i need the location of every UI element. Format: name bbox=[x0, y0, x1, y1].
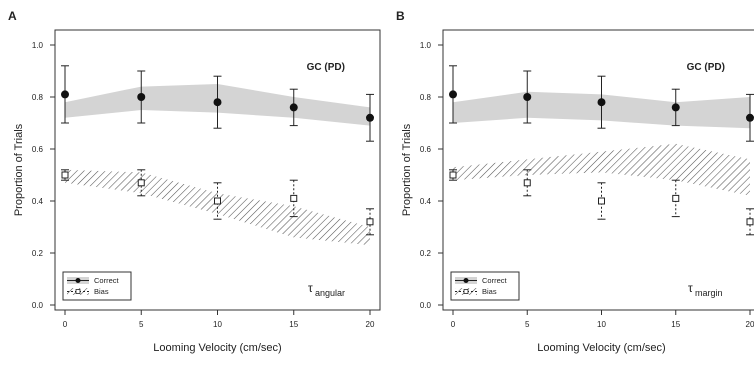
bias-point bbox=[290, 194, 298, 202]
correct-point bbox=[289, 103, 298, 112]
x-tick-label: 0 bbox=[451, 320, 456, 329]
legend-bias-label: Bias bbox=[482, 287, 497, 296]
legend-bias-label: Bias bbox=[94, 287, 109, 296]
panel-letter: A bbox=[8, 9, 17, 23]
panel-letter: B bbox=[396, 9, 405, 23]
y-axis-label: Proportion of Trials bbox=[13, 123, 25, 216]
subject-annotation: GC (PD) bbox=[687, 62, 725, 73]
x-axis-label: Looming Velocity (cm/sec) bbox=[153, 342, 281, 354]
x-tick-label: 5 bbox=[525, 320, 530, 329]
tau-subscript: angular bbox=[315, 288, 345, 298]
x-axis-label: Looming Velocity (cm/sec) bbox=[537, 342, 665, 354]
legend-box bbox=[62, 271, 132, 301]
subject-annotation: GC (PD) bbox=[307, 62, 345, 73]
correct-point bbox=[597, 98, 606, 107]
legend-correct-marker bbox=[75, 278, 81, 283]
correct-point bbox=[671, 103, 680, 112]
y-tick-label: 0.6 bbox=[32, 145, 44, 154]
x-tick-label: 20 bbox=[746, 320, 754, 329]
correct-point bbox=[523, 93, 532, 101]
x-tick-label: 10 bbox=[213, 320, 222, 329]
correct-point bbox=[61, 90, 69, 99]
bias-model-band bbox=[453, 143, 750, 196]
bias-point bbox=[366, 218, 374, 226]
chart-panel-b: B 0.0 0.2 0.4 0.6 0.8 1.0 0 5 10 15 20 Looming Veloc… bbox=[396, 9, 754, 354]
legend-correct-label: Correct bbox=[482, 276, 508, 285]
y-tick-label: 1.0 bbox=[32, 41, 44, 50]
chart-panel-a: A 0.0 0.2 0.4 0.6 0.8 1.0 0 5 10 15 20 Looming Veloc… bbox=[8, 9, 381, 354]
bias-point bbox=[214, 197, 221, 205]
legend: Correct Bias bbox=[62, 271, 132, 301]
y-tick-label: 1.0 bbox=[420, 41, 432, 50]
legend-bias-marker bbox=[75, 289, 81, 294]
y-tick-label: 0.0 bbox=[32, 301, 44, 310]
correct-point bbox=[366, 113, 374, 122]
correct-point bbox=[746, 113, 754, 122]
correct-point bbox=[137, 93, 146, 101]
legend-correct-label: Correct bbox=[94, 276, 120, 285]
y-tick-label: 0.2 bbox=[32, 249, 44, 258]
bias-point bbox=[61, 171, 69, 179]
y-tick-label: 0.6 bbox=[420, 145, 432, 154]
bias-point bbox=[672, 194, 680, 202]
legend-box bbox=[450, 271, 520, 301]
x-tick-label: 15 bbox=[289, 320, 298, 329]
y-tick-label: 0.4 bbox=[420, 197, 432, 206]
y-tick-label: 0.4 bbox=[32, 197, 44, 206]
bias-point bbox=[746, 218, 754, 226]
x-tick-label: 20 bbox=[366, 320, 375, 329]
bias-point bbox=[137, 179, 145, 187]
tau-subscript: margin bbox=[695, 288, 723, 298]
bias-point bbox=[523, 179, 531, 187]
bias-point bbox=[449, 171, 457, 179]
x-tick-label: 10 bbox=[597, 320, 606, 329]
x-tick-label: 15 bbox=[671, 320, 680, 329]
x-tick-label: 0 bbox=[63, 320, 68, 329]
tau-symbol: τ bbox=[688, 281, 693, 295]
y-tick-label: 0.0 bbox=[420, 301, 432, 310]
y-tick-label: 0.8 bbox=[32, 93, 44, 102]
tau-symbol: τ bbox=[308, 281, 313, 295]
legend: Correct Bias bbox=[450, 271, 520, 301]
correct-point bbox=[449, 90, 457, 99]
y-tick-label: 0.8 bbox=[420, 93, 432, 102]
y-axis-label: Proportion of Trials bbox=[401, 123, 413, 216]
legend-correct-marker bbox=[463, 278, 469, 283]
legend-bias-marker bbox=[463, 289, 469, 294]
bias-point bbox=[598, 197, 605, 205]
correct-point bbox=[213, 98, 222, 107]
x-tick-label: 5 bbox=[139, 320, 144, 329]
y-tick-label: 0.2 bbox=[420, 249, 432, 258]
